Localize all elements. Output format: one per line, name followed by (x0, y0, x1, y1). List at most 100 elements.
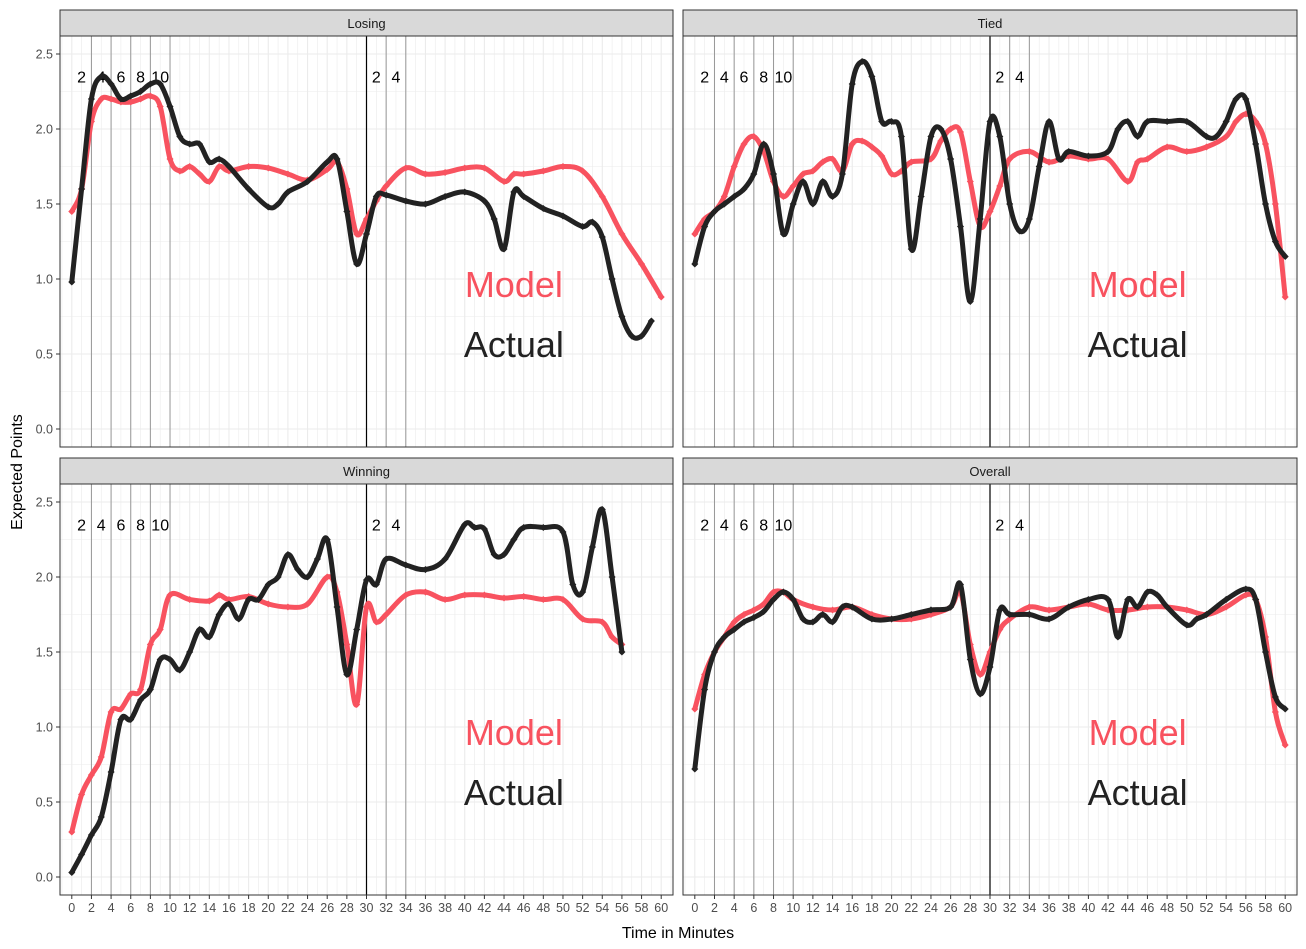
data-point-actual (769, 595, 778, 604)
y-tick-label: 1.0 (36, 721, 53, 735)
data-point-model (195, 170, 204, 178)
data-point-model (809, 603, 817, 611)
x-tick-label: 44 (1121, 901, 1135, 915)
x-tick-label: 48 (1160, 901, 1174, 915)
data-point-actual (647, 317, 655, 325)
data-point-actual (87, 831, 95, 839)
data-point-model (657, 293, 665, 301)
data-point-actual (195, 625, 204, 634)
data-point-model (107, 95, 115, 103)
x-tick-label: 16 (845, 901, 859, 915)
legend-label-actual: Actual (1088, 772, 1188, 813)
data-point-actual (127, 92, 135, 100)
panels: Losing24681024ModelActual0.00.51.01.52.0… (36, 9, 1298, 915)
data-point-actual (304, 573, 312, 581)
x-tick-label: 8 (147, 901, 154, 915)
minute-annotation: 2 (77, 518, 86, 535)
data-point-actual (1015, 227, 1024, 235)
x-tick-label: 46 (1140, 901, 1154, 915)
data-point-actual (829, 618, 837, 626)
data-point-model (304, 600, 312, 608)
data-point-model (215, 591, 223, 599)
minute-annotation: 8 (136, 70, 145, 87)
data-point-model (421, 588, 429, 596)
legend-label-model: Model (465, 712, 563, 753)
data-point-actual (97, 813, 105, 821)
data-point-actual (588, 543, 596, 551)
data-point-model (107, 708, 115, 716)
x-axis-title: Time in Minutes (622, 925, 734, 942)
x-tick-label: 14 (826, 901, 840, 915)
data-point-actual (294, 565, 302, 574)
data-point-actual (608, 573, 616, 581)
x-tick-label: 60 (1278, 901, 1292, 915)
data-point-actual (1025, 610, 1033, 619)
data-point-model (1202, 143, 1211, 151)
data-point-actual (137, 87, 145, 96)
minute-annotation: 8 (759, 518, 768, 535)
y-axis-title: Expected Points (9, 414, 26, 530)
data-point-actual (254, 595, 262, 604)
data-point-actual (117, 95, 125, 103)
minute-annotation: 4 (720, 70, 729, 87)
data-point-actual (691, 765, 699, 773)
data-point-model (146, 92, 154, 100)
data-point-actual (274, 200, 282, 208)
x-tick-label: 48 (536, 901, 550, 915)
data-point-model (382, 182, 390, 190)
x-tick-label: 8 (770, 901, 777, 915)
x-tick-label: 34 (399, 901, 413, 915)
y-tick-label: 1.5 (36, 646, 53, 660)
data-point-model (372, 618, 380, 626)
data-point-model (947, 125, 955, 133)
data-point-actual (1232, 95, 1240, 103)
data-point-model (1124, 177, 1132, 186)
x-tick-label: 12 (806, 901, 820, 915)
x-tick-label: 10 (786, 901, 800, 915)
data-point-actual (539, 523, 547, 532)
data-point-actual (809, 200, 817, 208)
data-point-model (156, 625, 164, 634)
data-point-model (1281, 293, 1289, 301)
minute-annotation: 2 (77, 70, 86, 87)
y-tick-label: 2.5 (36, 48, 53, 62)
minute-annotation: 8 (136, 518, 145, 535)
x-tick-label: 54 (1219, 901, 1233, 915)
x-tick-label: 58 (1259, 901, 1273, 915)
data-point-actual (701, 222, 709, 231)
data-point-actual (691, 260, 699, 268)
minute-annotation: 6 (740, 518, 749, 535)
facet-strip (59, 457, 674, 485)
data-point-actual (176, 132, 184, 141)
data-point-actual (166, 102, 174, 111)
y-tick-label: 0.5 (36, 348, 53, 362)
y-tick-label: 2.5 (36, 496, 53, 510)
x-tick-label: 4 (731, 901, 738, 915)
data-point-model (480, 591, 488, 599)
y-tick-label: 0.0 (36, 871, 53, 885)
data-point-actual (1104, 595, 1112, 604)
data-point-model (421, 170, 429, 178)
x-tick-label: 36 (418, 901, 432, 915)
facet-strip (682, 9, 1298, 37)
data-point-model (598, 618, 606, 626)
data-point-model (799, 170, 807, 178)
data-point-actual (868, 615, 876, 623)
series-line-actual (692, 58, 1288, 305)
data-point-actual (1153, 591, 1161, 599)
data-point-actual (264, 203, 272, 211)
data-point-model (176, 167, 184, 175)
data-point-actual (947, 155, 955, 163)
data-point-actual (819, 610, 827, 619)
data-point-actual (490, 550, 498, 559)
legend-label-actual: Actual (464, 324, 564, 365)
data-point-model (353, 700, 361, 709)
data-point-actual (559, 528, 567, 536)
data-point-actual (461, 520, 469, 529)
minute-annotation: 4 (392, 518, 401, 535)
data-point-model (720, 192, 728, 201)
data-point-model (740, 140, 748, 148)
data-point-actual (628, 332, 636, 340)
data-point-actual (608, 275, 616, 283)
